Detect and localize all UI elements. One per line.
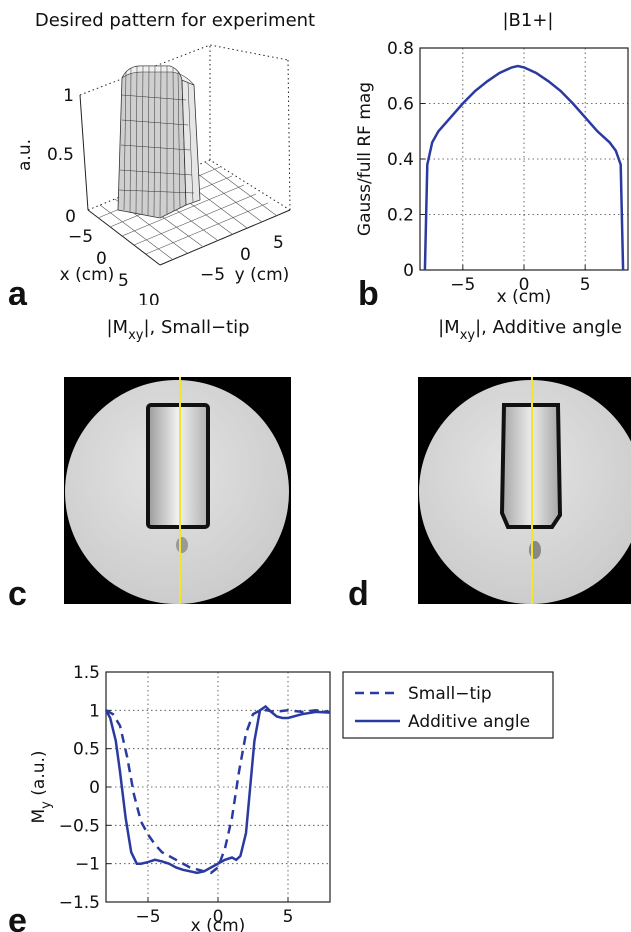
panel-b-ytick-label: 0 [403, 261, 414, 281]
panel-a-xtick-10: 10 [138, 291, 160, 305]
panel-e-additive-angle-curve [104, 704, 331, 875]
panel-b-ytick-label: 0.8 [387, 39, 414, 59]
panel-d-letter: d [348, 575, 369, 610]
panel-b-xtick-label: 5 [580, 275, 591, 295]
panel-a-letter: a [8, 275, 28, 305]
panel-b-b1-curve [423, 64, 625, 271]
panel-b-ticks: −5 0 5 0 0.2 0.4 0.6 0.8 [387, 39, 591, 295]
panel-a-ytick-5: 5 [273, 233, 284, 253]
panel-e-ytick-label: 1 [89, 701, 100, 721]
panel-a-ztick-0: 0 [65, 207, 76, 227]
panel-c-artifact [176, 537, 188, 553]
panel-a-ztick-1: 1 [63, 86, 74, 106]
panel-d-title: |Mxy|, Additive angle [438, 317, 622, 343]
panel-a-xlabel: x (cm) [60, 265, 115, 285]
panel-c: |Mxy|, Small−tip c [8, 317, 291, 610]
panel-a-ytick-m5: −5 [200, 265, 225, 285]
panel-a-ztick-05: 0.5 [47, 145, 74, 165]
panel-a-xtick-m5: −5 [68, 227, 93, 247]
panel-b-xtick-label: −5 [450, 275, 475, 295]
panel-a-xtick-0: 0 [96, 249, 107, 269]
panel-a-ylabel: y (cm) [235, 265, 290, 285]
panel-e-ytick-label: −1 [75, 855, 100, 875]
panel-e-ytick-label: 1.5 [73, 663, 100, 683]
panel-b-ytick-label: 0.6 [387, 95, 414, 115]
panel-a-ytick-0: 0 [240, 245, 251, 265]
panel-b: |B1+| −5 0 5 0 0.2 0.4 0.6 0.8 x (cm) Gauss/ful… [355, 10, 629, 305]
panel-a-surface [117, 65, 201, 219]
panel-e-ticks: −5 0 5 −1.5 −1 −0.5 0 0.5 1 1.5 [59, 663, 294, 927]
panel-e-ytick-label: 0.5 [73, 740, 100, 760]
panel-e-xtick-label: 0 [213, 907, 224, 927]
panel-c-letter: c [8, 575, 27, 610]
panel-a-title: Desired pattern for experiment [35, 10, 315, 31]
panel-e-legend-additive-label: Additive angle [408, 712, 530, 732]
panel-b-ytick-label: 0.4 [387, 150, 414, 170]
panel-b-xlabel: x (cm) [497, 287, 552, 305]
panel-b-grid [420, 47, 628, 271]
panel-c-title: |Mxy|, Small−tip [106, 317, 249, 343]
panel-e: −5 0 5−1.5−1−0.500.511.5 x (cm) My (a.u.) … [8, 663, 554, 932]
panel-b-ytick-label: 0.2 [387, 206, 414, 226]
panel-e-ytick-label: −0.5 [59, 816, 100, 836]
panel-b-title: |B1+| [502, 10, 553, 31]
panel-e-xtick-label: 5 [283, 907, 294, 927]
panel-e-xlabel: x (cm) [191, 916, 246, 932]
panel-e-ytick-label: −1.5 [59, 893, 100, 913]
panel-b-letter: b [358, 275, 379, 305]
panel-e-xtick-label: −5 [135, 907, 160, 927]
panel-b-xtick-label: 0 [519, 275, 530, 295]
panel-a-zlabel: a.u. [15, 139, 35, 171]
panel-a-xtick-5: 5 [118, 271, 129, 291]
panel-c-excited-region [146, 403, 210, 529]
panel-e-legend: Small−tip Additive angle [342, 671, 554, 739]
panel-b-ylabel: Gauss/full RF mag [355, 82, 375, 236]
panel-e-legend-small-tip-label: Small−tip [408, 684, 492, 704]
panel-e-ylabel: My (a.u.) [29, 750, 54, 823]
panel-d-artifact [529, 541, 541, 559]
panel-e-grid [106, 671, 330, 903]
panel-e-legend-box [342, 671, 554, 739]
panel-e-letter: e [8, 902, 27, 932]
panel-d: |Mxy|, Additive angle d [348, 317, 631, 610]
panel-e-ytick-label: 0 [89, 778, 100, 798]
panel-a: Desired pattern for experiment [8, 10, 315, 305]
